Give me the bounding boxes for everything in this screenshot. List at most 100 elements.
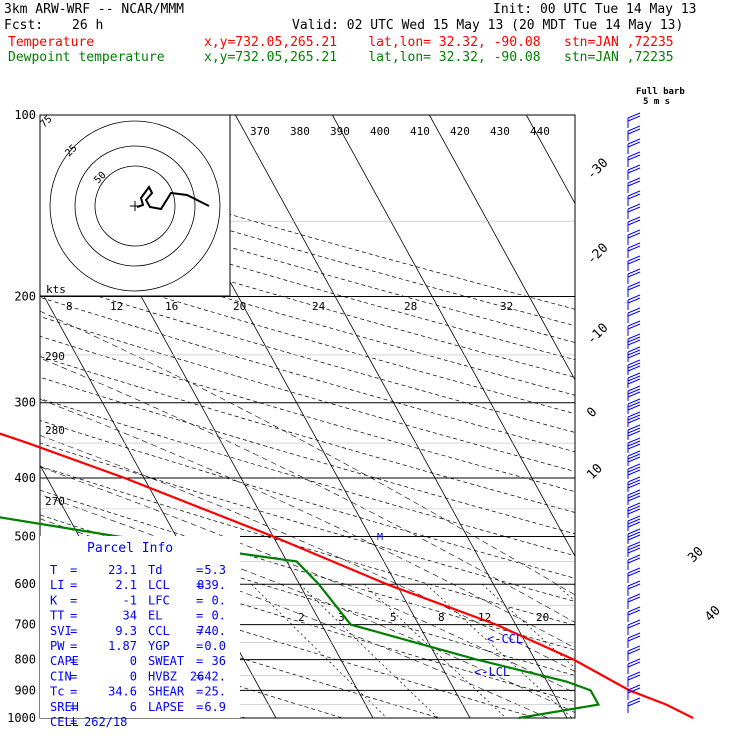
wind-barb-flag bbox=[627, 583, 641, 590]
wind-barb-flag bbox=[627, 632, 641, 639]
temperature-location: x,y=732.05,265.21 lat,lon= 32.32, -90.08… bbox=[204, 35, 674, 50]
pressure-label: 600 bbox=[14, 577, 36, 591]
wind-barb-flag bbox=[627, 336, 641, 343]
wind-barb-flag bbox=[627, 404, 641, 411]
wind-barb-flag bbox=[627, 138, 641, 145]
pressure-label: 100 bbox=[14, 108, 36, 122]
wind-barb-flag bbox=[627, 391, 641, 398]
theta-label: 370 bbox=[250, 125, 270, 138]
parcel-field-value: 0. bbox=[212, 593, 226, 607]
wind-barb-flag bbox=[627, 255, 641, 262]
wind-barb-flag bbox=[627, 339, 641, 346]
wind-barb-flag bbox=[627, 687, 641, 694]
wind-barb-flag bbox=[627, 645, 641, 652]
pressure-label: 300 bbox=[14, 396, 36, 410]
parcel-field-label: SWEAT bbox=[148, 654, 184, 668]
wind-barb-flag bbox=[627, 482, 641, 489]
parcel-equals: = bbox=[196, 578, 203, 592]
pressure-label: 500 bbox=[14, 529, 36, 543]
wind-barb-flag bbox=[627, 375, 641, 382]
parcel-field-value: 2.1 bbox=[115, 578, 137, 592]
model-title: 3km ARW-WRF -- NCAR/MMM bbox=[4, 2, 185, 17]
parcel-field-value: 36 bbox=[212, 654, 226, 668]
wind-barb-flag bbox=[627, 466, 641, 473]
wind-barb-flag bbox=[627, 352, 641, 359]
parcel-panel bbox=[40, 536, 240, 718]
wind-barb-flag bbox=[627, 450, 641, 457]
isotherm bbox=[234, 115, 568, 718]
wind-barb-flag bbox=[627, 297, 641, 304]
wind-barb-flag bbox=[627, 141, 641, 148]
wind-barb-flag bbox=[627, 544, 641, 551]
mixing-marker: M bbox=[377, 532, 383, 543]
wind-barb-flag bbox=[627, 245, 641, 252]
parcel-field-label: TT bbox=[50, 609, 64, 623]
wind-barb-flag bbox=[627, 128, 641, 135]
theta-label: 410 bbox=[410, 125, 430, 138]
lcl-annotation: <-LCL bbox=[474, 665, 510, 679]
wind-barb-flag bbox=[627, 271, 641, 278]
parcel-field-label: HVBZ bbox=[148, 669, 177, 683]
parcel-field-value: 839. bbox=[197, 578, 226, 592]
parcel-field-label: EL bbox=[148, 609, 162, 623]
parcel-field-label: LAPSE bbox=[148, 700, 184, 714]
mixing-ratio-line bbox=[363, 583, 507, 718]
wind-barb-flag bbox=[627, 547, 641, 554]
wind-barb-flag bbox=[627, 372, 641, 379]
parcel-field-value: 740. bbox=[197, 624, 226, 638]
wind-barb-flag bbox=[627, 427, 641, 434]
parcel-equals: = bbox=[196, 700, 203, 714]
parcel-field-label: SREH bbox=[50, 700, 79, 714]
wetbulb-label: 24 bbox=[312, 300, 326, 313]
hodograph-units-label: kts bbox=[46, 283, 66, 296]
pressure-label: 700 bbox=[14, 618, 36, 632]
parcel-field-value: 34 bbox=[123, 609, 137, 623]
wind-barb-flag bbox=[627, 323, 641, 330]
wind-barb-flag bbox=[627, 476, 641, 483]
theta-label: 270 bbox=[45, 495, 65, 508]
wind-barb-flag bbox=[627, 365, 641, 372]
theta-label: 440 bbox=[530, 125, 550, 138]
wind-barb-flag bbox=[627, 443, 641, 450]
wind-barb-flag bbox=[627, 203, 641, 210]
wind-barb-flag bbox=[627, 521, 641, 528]
parcel-field-label: Tc bbox=[50, 685, 64, 699]
moist-adiabat bbox=[40, 435, 575, 672]
wind-barb-flag bbox=[627, 294, 641, 301]
parcel-field-value: 23.1 bbox=[108, 563, 137, 577]
wind-barb-flag bbox=[627, 479, 641, 486]
wind-barb-flag bbox=[627, 674, 641, 681]
wind-barb-flag bbox=[627, 411, 641, 418]
parcel-field-value: 6 bbox=[130, 700, 137, 714]
wind-barb-flag bbox=[627, 528, 641, 535]
mixing-ratio-line bbox=[481, 583, 575, 669]
wind-barb-flag bbox=[627, 310, 641, 317]
wind-barb-flag bbox=[627, 385, 641, 392]
wind-barb-flag bbox=[627, 359, 641, 366]
isotherm bbox=[623, 115, 740, 718]
init-time: Init: 00 UTC Tue 14 May 13 bbox=[493, 2, 697, 17]
wind-barb-flag bbox=[627, 567, 641, 574]
wind-barb-flag bbox=[627, 258, 641, 265]
wind-barb-flag bbox=[627, 151, 641, 158]
parcel-equals: = bbox=[70, 578, 77, 592]
wind-barb-legend: 5 m s bbox=[643, 97, 670, 107]
hodograph-ring bbox=[74, 145, 196, 267]
wind-barb-flag bbox=[627, 362, 641, 369]
parcel-equals: = bbox=[70, 715, 77, 729]
pressure-label: 200 bbox=[14, 290, 36, 304]
parcel-equals: = bbox=[70, 639, 77, 653]
wind-barb-flag bbox=[627, 700, 641, 707]
isotherm bbox=[525, 115, 575, 205]
temperature-tick-label: -30 bbox=[584, 156, 611, 183]
wind-barb-flag bbox=[627, 437, 641, 444]
wind-barb-flag bbox=[627, 580, 641, 587]
wind-barb-flag bbox=[627, 622, 641, 629]
temperature-tick-label: 40 bbox=[702, 603, 724, 625]
parcel-field-value: 25. bbox=[204, 685, 226, 699]
wind-barb-flag bbox=[627, 658, 641, 665]
wind-barb-flag bbox=[627, 268, 641, 275]
wind-barb-flag bbox=[627, 463, 641, 470]
parcel-field-value: -1 bbox=[123, 593, 137, 607]
mixing-ratio-label: 8 bbox=[438, 611, 445, 624]
